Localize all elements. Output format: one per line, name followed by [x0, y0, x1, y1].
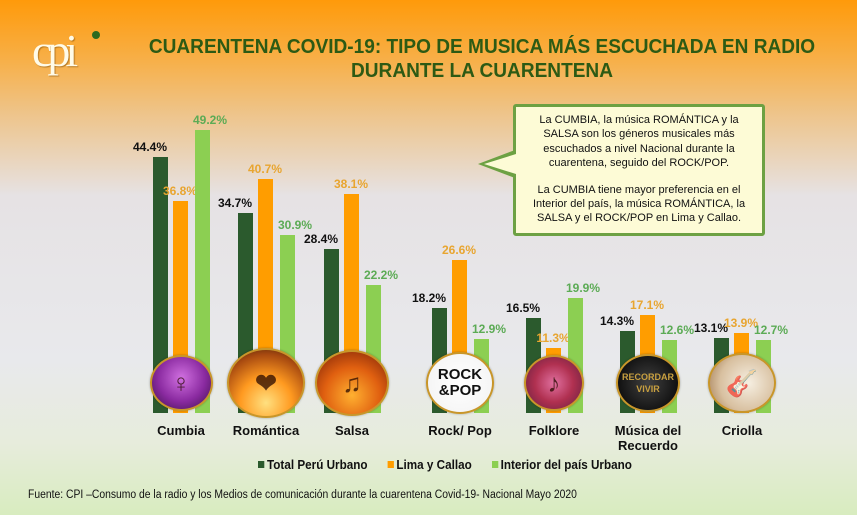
data-label: 26.6%	[441, 242, 477, 257]
page-title: CUARENTENA COVID-19: TIPO DE MUSICA MÁS …	[138, 35, 826, 83]
data-label: 38.1%	[333, 176, 369, 191]
salsa-dancers-icon: ♫	[315, 350, 389, 416]
legend-item-interior: Interior del país Urbano	[491, 457, 632, 472]
title-line-2: DURANTE LA CUARENTENA	[351, 59, 613, 82]
data-label: 14.3%	[599, 313, 635, 328]
legend-swatch-icon	[387, 461, 394, 468]
recordar-es-vivir-icon: RECORDAR VIVIR	[616, 354, 680, 412]
callout-paragraph-1: La CUMBIA, la música ROMÁNTICA y la SALS…	[539, 114, 739, 170]
category-label: Salsa	[335, 423, 369, 438]
data-label: 11.3%	[536, 330, 570, 345]
title-line-1: CUARENTENA COVID-19: TIPO DE MUSICA MÁS …	[148, 35, 816, 58]
romantic-couple-icon: ❤	[227, 348, 305, 418]
legend-label: Interior del país Urbano	[500, 457, 632, 472]
source-note: Fuente: CPI –Consumo de la radio y los M…	[28, 489, 577, 501]
logo-dot	[92, 31, 100, 39]
cumbia-dancer-icon: ♀	[149, 355, 213, 411]
category-label: Rock/ Pop	[428, 423, 492, 438]
data-label: 28.4%	[303, 232, 339, 247]
data-label: 18.2%	[411, 291, 447, 306]
criolla-guitar-icon: 🎸	[708, 353, 776, 413]
data-label: 16.5%	[505, 300, 541, 315]
cpi-logo: cpi	[32, 26, 102, 76]
legend-label: Lima y Callao	[396, 457, 472, 472]
data-label: 12.6%	[659, 323, 695, 338]
data-label: 44.4%	[132, 140, 168, 155]
data-label: 34.7%	[217, 196, 253, 211]
legend-swatch-icon	[491, 461, 498, 468]
legend-swatch-icon	[258, 461, 265, 468]
logo-text: cpi	[32, 25, 78, 76]
legend-item-total-peru: Total Perú Urbano	[258, 457, 368, 472]
chart-legend: Total Perú Urbano Lima y Callao Interior…	[258, 457, 632, 472]
bar-0-0	[153, 157, 168, 413]
rock-pop-logo-icon: ROCK &POP	[426, 352, 494, 414]
category-label: Cumbia	[157, 423, 205, 438]
callout-tail-fill	[484, 154, 516, 174]
data-label: 36.8%	[162, 184, 198, 199]
data-label: 22.2%	[363, 268, 399, 283]
data-label: 49.2%	[192, 112, 228, 127]
legend-item-lima-callao: Lima y Callao	[387, 457, 472, 472]
legend-label: Total Perú Urbano	[267, 457, 368, 472]
category-label: Romántica	[232, 423, 300, 438]
folklore-performer-icon: ♪	[524, 355, 584, 411]
data-label: 12.9%	[471, 321, 507, 336]
data-label: 19.9%	[565, 281, 601, 296]
category-label: Folklore	[528, 423, 580, 438]
callout-paragraph-2: La CUMBIA tiene mayor preferencia en el …	[532, 183, 746, 225]
data-label: 30.9%	[277, 218, 313, 233]
data-label: 13.1%	[693, 320, 729, 335]
category-label: Criolla	[721, 423, 763, 438]
data-label: 40.7%	[247, 161, 283, 176]
data-label: 13.9%	[723, 315, 759, 330]
bar-2-0	[195, 129, 210, 413]
category-label: Música del Recuerdo	[614, 423, 682, 453]
data-label: 12.7%	[753, 322, 789, 337]
data-label: 17.1%	[629, 297, 665, 312]
